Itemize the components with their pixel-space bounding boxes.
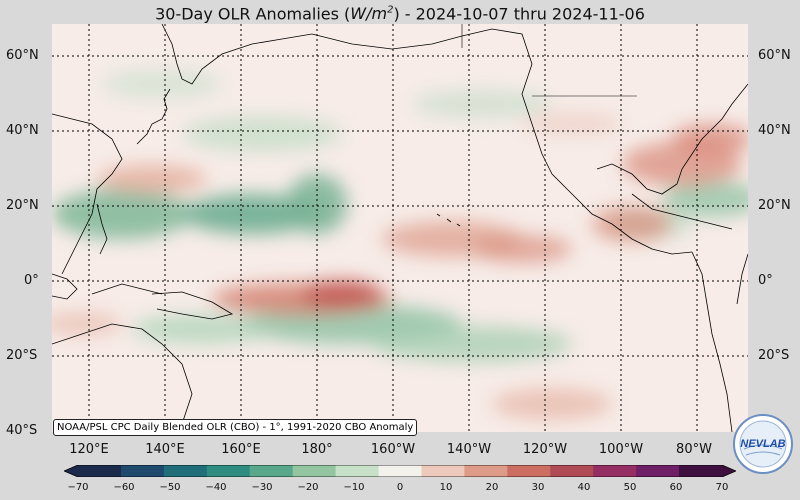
map-svg xyxy=(52,24,748,432)
title-prefix: 30-Day OLR Anomalies ( xyxy=(155,4,351,24)
colorbar-min-arrow xyxy=(64,465,78,477)
colorbar-tick-label: −30 xyxy=(251,482,273,493)
lon-label-140w: 140°W xyxy=(446,442,492,457)
lat-label-20s-right: 20°S xyxy=(758,348,790,363)
map-title: 30-Day OLR Anomalies (W/m2) - 2024-10-07… xyxy=(0,0,800,24)
lat-label-40s-left: 40°S xyxy=(6,423,38,438)
colorbar-segment xyxy=(78,465,122,477)
lat-label-20n-left: 20°N xyxy=(6,198,39,213)
colorbar-tick-label: −20 xyxy=(297,482,319,493)
title-suffix: ) - 2024-10-07 thru 2024-11-06 xyxy=(393,4,645,24)
colorbar-segment xyxy=(378,465,422,477)
colorbar-segment xyxy=(679,465,723,477)
colorbar-segment xyxy=(464,465,508,477)
colorbar-tick-label: −70 xyxy=(67,482,89,493)
lon-label-140e: 140°E xyxy=(145,442,185,457)
colorbar-tick-label: 30 xyxy=(531,482,545,493)
gridlines xyxy=(52,24,748,432)
colorbar-tick-label: 40 xyxy=(577,482,591,493)
colorbar-tick-label: −60 xyxy=(113,482,135,493)
title-units: W/m2 xyxy=(350,4,394,24)
colorbar-tick-label: 0 xyxy=(396,482,404,493)
colorbar-segment xyxy=(335,465,380,477)
lon-label-160w: 160°W xyxy=(370,442,416,457)
colorbar-tick-label: −10 xyxy=(343,482,365,493)
lat-label-20s-left: 20°S xyxy=(6,348,38,363)
lon-label-120e: 120°E xyxy=(69,442,109,457)
svg-text:NEVLAB: NEVLAB xyxy=(740,438,785,450)
colorbar-segment xyxy=(249,465,294,477)
colorbar-svg xyxy=(62,464,738,478)
colorbar-tick-label: −50 xyxy=(159,482,181,493)
colorbar-segment xyxy=(421,465,465,477)
source-note: NOAA/PSL CPC Daily Blended OLR (CBO) - 1… xyxy=(53,419,418,436)
olr-anomaly-map xyxy=(52,24,748,432)
colorbar-tick-label: 20 xyxy=(485,482,499,493)
colorbar-segment xyxy=(163,465,208,477)
lat-label-eq-left: 0° xyxy=(24,273,39,288)
lon-label-180: 180° xyxy=(301,442,333,457)
colorbar-segment xyxy=(120,465,165,477)
colorbar xyxy=(62,462,738,478)
colorbar-tick-label: 10 xyxy=(439,482,453,493)
borders xyxy=(461,24,637,97)
lon-label-160e: 160°E xyxy=(221,442,261,457)
anomaly-field xyxy=(52,69,748,420)
colorbar-segment xyxy=(550,465,594,477)
colorbar-segment xyxy=(593,465,637,477)
colorbar-tick-label: 50 xyxy=(623,482,637,493)
lat-label-60n-left: 60°N xyxy=(6,48,39,63)
colorbar-tick-label: 60 xyxy=(669,482,683,493)
colorbar-segment xyxy=(636,465,680,477)
lat-label-eq-right: 0° xyxy=(758,273,773,288)
colorbar-segment xyxy=(206,465,251,477)
lon-label-120w: 120°W xyxy=(522,442,568,457)
lat-label-40n-right: 40°N xyxy=(758,123,791,138)
lat-label-40n-left: 40°N xyxy=(6,123,39,138)
lat-label-20n-right: 20°N xyxy=(758,198,791,213)
lon-label-100w: 100°W xyxy=(598,442,644,457)
colorbar-segment xyxy=(292,465,337,477)
colorbar-tick-label: −40 xyxy=(205,482,227,493)
nevlab-logo: NEVLAB xyxy=(732,413,794,475)
colorbar-tick-label: 70 xyxy=(715,482,729,493)
colorbar-segment xyxy=(507,465,551,477)
lon-label-80w: 80°W xyxy=(676,442,712,457)
colorbar-max-arrow xyxy=(722,465,736,477)
lat-label-60n-right: 60°N xyxy=(758,48,791,63)
